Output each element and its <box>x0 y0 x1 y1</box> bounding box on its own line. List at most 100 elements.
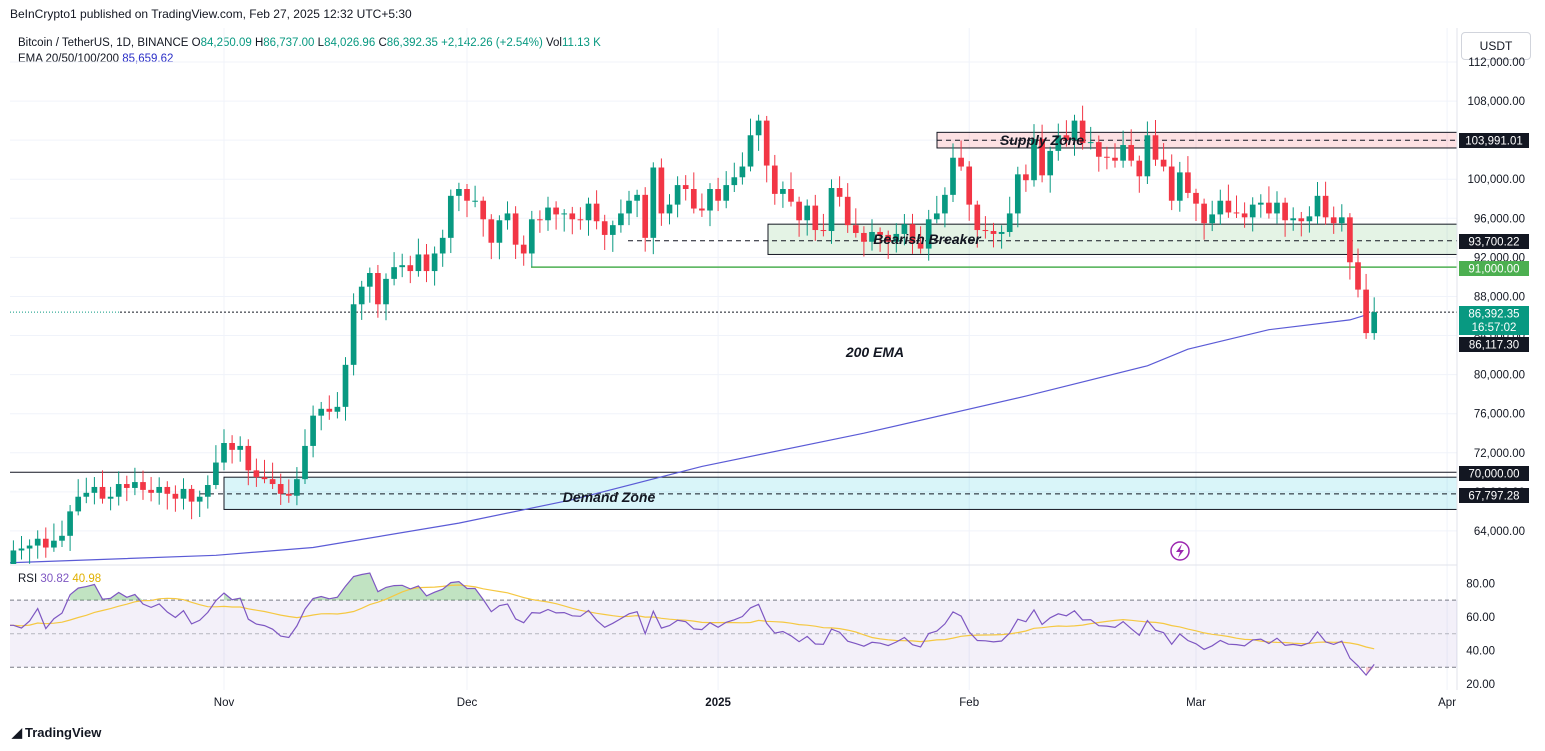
candle <box>391 252 397 286</box>
candle <box>464 183 470 218</box>
candle <box>723 171 730 209</box>
candle <box>439 229 446 267</box>
candle <box>1095 135 1102 172</box>
candle <box>601 214 608 250</box>
support-price-tag: 91,000.00 <box>1459 261 1529 276</box>
candle <box>731 162 738 192</box>
candle <box>739 152 746 185</box>
candle <box>83 477 90 504</box>
candle <box>1185 156 1191 199</box>
candle <box>326 395 333 420</box>
candle <box>1371 297 1378 340</box>
candle <box>1176 161 1183 212</box>
ema-price-tag: 86,117.30 <box>1459 337 1529 352</box>
tradingview-brand[interactable]: ◢ TradingView <box>12 725 102 740</box>
rsi-line <box>10 572 1375 677</box>
candle <box>1193 188 1199 222</box>
publisher-line: BeInCrypto1 published on TradingView.com… <box>10 7 412 21</box>
candle <box>34 530 41 559</box>
candle <box>844 183 851 233</box>
svg-text:91,000.00: 91,000.00 <box>1468 264 1519 276</box>
svg-text:93,700.22: 93,700.22 <box>1468 237 1519 249</box>
time-tick-label: Mar <box>1186 697 1206 709</box>
lightning-icon[interactable] <box>1170 541 1190 561</box>
price-axis[interactable]: 112,000.00108,000.00104,000.00100,000.00… <box>1467 57 1525 538</box>
candle <box>1257 194 1264 218</box>
candle <box>1168 154 1175 211</box>
candle <box>1144 121 1151 185</box>
symbol-name[interactable]: Bitcoin / TetherUS, 1D, BINANCE <box>18 37 189 49</box>
candle <box>1063 120 1070 147</box>
candle <box>771 154 778 205</box>
candle <box>456 182 462 212</box>
candle <box>196 490 203 517</box>
candle <box>861 226 867 257</box>
candle <box>618 199 624 233</box>
candle <box>869 219 875 251</box>
candle <box>1160 143 1167 172</box>
candle <box>366 267 373 303</box>
candle <box>1201 198 1207 240</box>
candle <box>358 280 365 320</box>
candle <box>1217 189 1224 225</box>
rsi-axis[interactable]: 80.00 60.00 40.00 20.00 <box>1466 578 1495 691</box>
candle <box>990 222 997 248</box>
candle <box>18 536 25 560</box>
candle <box>966 161 973 221</box>
tradingview-logo-icon: ◢ <box>12 725 22 740</box>
rsi-label[interactable]: RSI <box>18 573 38 585</box>
candle <box>958 140 964 171</box>
candle <box>1055 123 1062 161</box>
candle <box>75 479 82 516</box>
candle <box>67 505 73 551</box>
rsi-ma-value: 40.98 <box>72 573 102 585</box>
rsi-tick-label: 20.00 <box>1466 679 1495 691</box>
candle <box>682 175 689 201</box>
candle <box>528 210 535 267</box>
candle <box>909 213 916 254</box>
currency-button[interactable]: USDT <box>1461 32 1531 60</box>
candle <box>375 264 381 318</box>
candle <box>1071 114 1078 156</box>
demand-price-tag: 67,797.28 <box>1459 488 1529 503</box>
candle <box>229 435 235 464</box>
candle <box>666 194 673 225</box>
candle <box>10 540 17 564</box>
candle <box>1087 126 1094 150</box>
candle <box>1023 164 1029 192</box>
candle <box>496 215 503 260</box>
candle <box>213 445 219 490</box>
time-tick-label: Apr <box>1438 697 1456 709</box>
candle <box>1047 146 1054 193</box>
candle <box>577 207 584 230</box>
candle <box>269 462 276 490</box>
candle <box>99 470 106 504</box>
candle <box>788 172 794 207</box>
rsi-tick-label: 80.00 <box>1466 578 1495 590</box>
svg-text:86,117.30: 86,117.30 <box>1469 340 1519 352</box>
candle <box>26 539 33 564</box>
candle <box>123 475 130 502</box>
rsi-overbought-fill <box>70 573 492 601</box>
candle <box>285 479 292 503</box>
candle <box>59 520 65 548</box>
breaker-price-tag: 93,700.22 <box>1459 234 1529 249</box>
candle <box>480 196 487 237</box>
candle <box>1225 184 1232 218</box>
candle <box>423 244 430 283</box>
candle <box>1274 191 1280 224</box>
candle <box>140 470 146 500</box>
candle <box>383 273 389 321</box>
time-tick-label: 2025 <box>705 697 731 709</box>
candle <box>804 199 811 236</box>
ema-200-line <box>10 314 1367 564</box>
candle <box>852 208 859 238</box>
time-axis[interactable]: Nov Dec 2025 Feb Mar Apr <box>214 697 1456 709</box>
ema-annotation: 200 EMA <box>845 344 904 360</box>
candle <box>520 235 527 266</box>
demand-zone-label: Demand Zone <box>563 489 656 505</box>
candle <box>221 429 227 471</box>
candle <box>537 210 543 233</box>
candle <box>1120 130 1126 168</box>
